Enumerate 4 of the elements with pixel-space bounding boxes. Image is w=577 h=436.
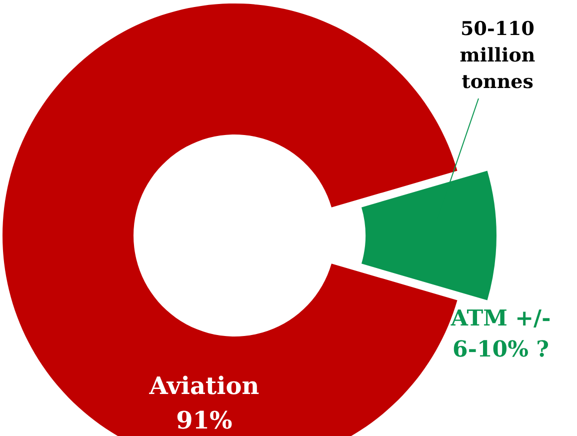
text: 50-110 million tonnes [460, 18, 536, 93]
data-label: 91% [176, 406, 232, 435]
slice-label: Aviation [148, 370, 260, 400]
slice-label: ATM +/- 6-10% ? [450, 305, 551, 363]
